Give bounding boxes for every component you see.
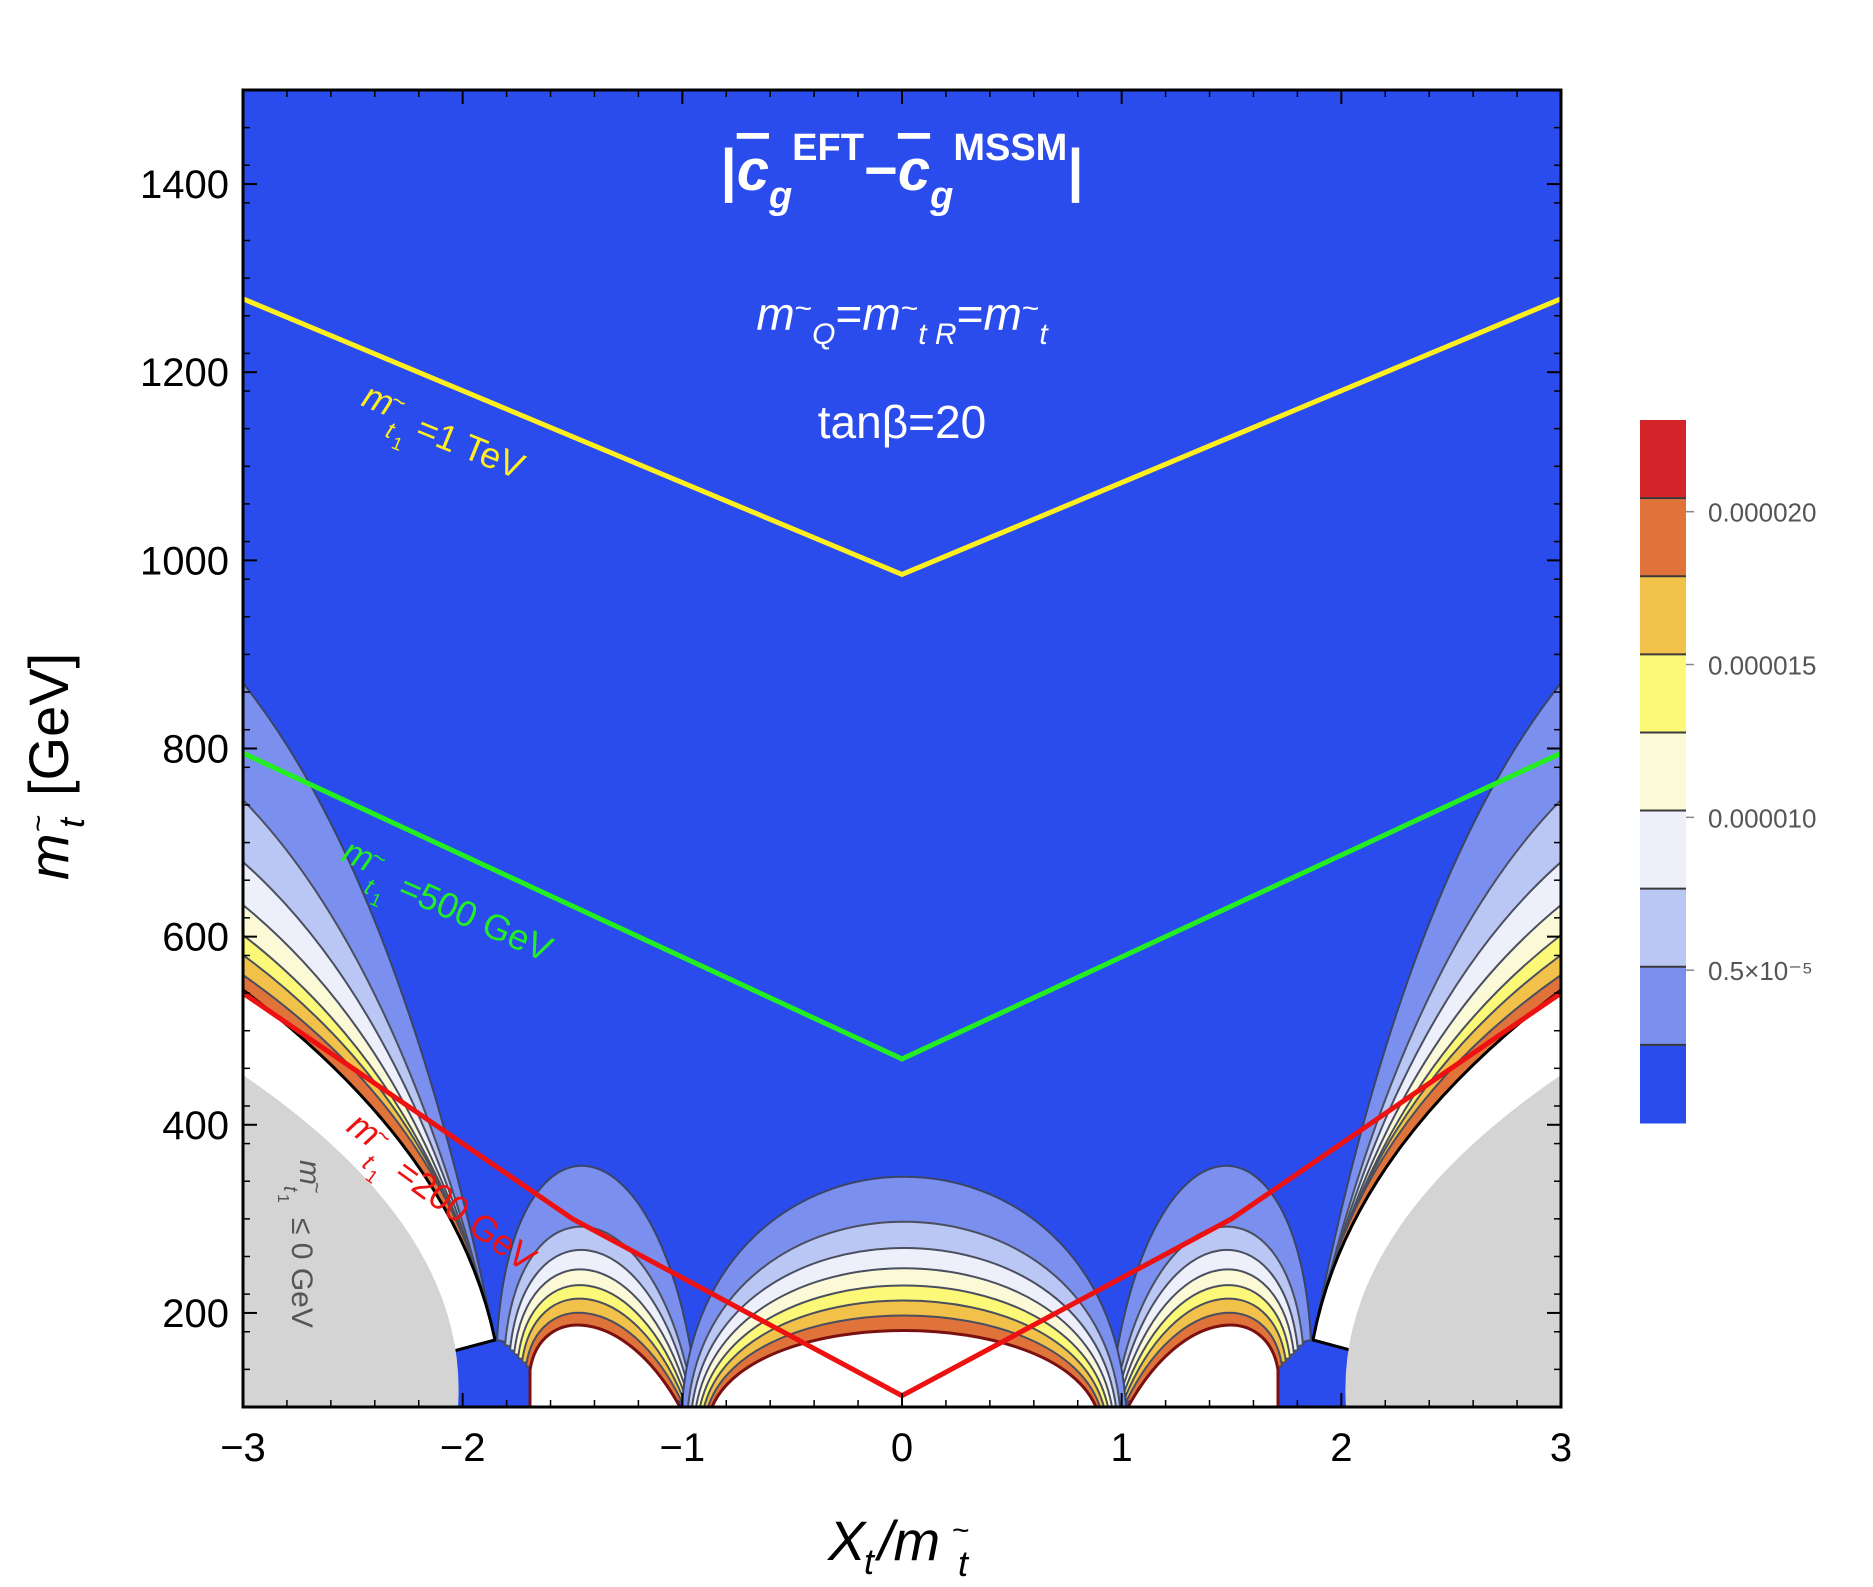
colorbar-tick-label: 0.000015	[1708, 651, 1816, 681]
x-tick-label: 3	[1550, 1426, 1572, 1470]
series-line-0	[243, 296, 1561, 578]
x-axis-title: X t /m ~ t	[826, 1509, 970, 1584]
svg-text:≤ 0 GeV: ≤ 0 GeV	[285, 1218, 318, 1328]
svg-text:m: m	[17, 833, 80, 880]
svg-text:~: ~	[22, 814, 55, 832]
chart-title: |cgEFT−cgMSSM|	[720, 127, 1083, 217]
colorbar-segment	[1640, 654, 1686, 733]
tan-beta-annotation: tanβ=20	[818, 396, 986, 448]
colorbar-tick-label: 0.000020	[1708, 498, 1816, 528]
colorbar: 0.5×10⁻⁵ 0.000010 0.000015 0.000020	[1640, 420, 1816, 1124]
x-tick-label: −2	[440, 1426, 486, 1470]
excluded-region-right	[1345, 1075, 1561, 1407]
svg-text:/m: /m	[874, 1509, 940, 1572]
y-tick-label: 600	[162, 916, 229, 960]
y-tick-label: 200	[162, 1292, 229, 1336]
svg-text:~: ~	[952, 1514, 970, 1547]
tick-layer: −3 −2 −1 0 1 2 3 200 400 600 800 1000 1200 1400	[140, 89, 1572, 1470]
contour-lobe-center	[680, 1175, 1128, 1407]
svg-text:t: t	[864, 1541, 876, 1582]
svg-text:m: m	[293, 1160, 326, 1185]
contour-lobe-left	[495, 1164, 699, 1407]
svg-text:X: X	[826, 1509, 868, 1572]
colorbar-segment	[1640, 732, 1686, 812]
y-tick-label: 800	[162, 728, 229, 772]
excluded-region-label: m ~ t 1 ≤ 0 GeV	[274, 1160, 327, 1328]
svg-text:[GeV]: [GeV]	[17, 653, 80, 796]
colorbar-tick-label: 0.000010	[1708, 803, 1816, 833]
svg-text:~: ~	[305, 1182, 327, 1194]
series-line-1	[243, 750, 1561, 1062]
svg-text:1: 1	[274, 1194, 291, 1203]
y-tick-label: 400	[162, 1104, 229, 1148]
x-tick-label: 1	[1111, 1426, 1133, 1470]
colorbar-segment	[1640, 888, 1686, 968]
svg-text:t: t	[958, 1543, 970, 1584]
x-tick-label: −3	[220, 1426, 266, 1470]
mass-condition-annotation: m~Q=m~t R=m~t	[756, 288, 1049, 351]
y-tick-label: 1200	[140, 351, 229, 395]
colorbar-segment	[1640, 966, 1686, 1046]
colorbar-segment	[1640, 810, 1686, 890]
y-tick-label: 1400	[140, 163, 229, 207]
y-axis-title: m ~ t [GeV]	[17, 653, 92, 880]
colorbar-segment	[1640, 1044, 1686, 1124]
excluded-region-left	[243, 1075, 459, 1407]
y-tick-label: 1000	[140, 539, 229, 583]
svg-text:t: t	[51, 816, 92, 828]
x-tick-label: −1	[660, 1426, 706, 1470]
colorbar-segment	[1640, 576, 1686, 655]
colorbar-tick-label: 0.5×10⁻⁵	[1708, 956, 1813, 986]
contour-layer	[243, 681, 1561, 1407]
svg-text:t: t	[279, 1186, 301, 1193]
x-tick-label: 2	[1330, 1426, 1352, 1470]
colorbar-segment	[1640, 420, 1686, 499]
contour-lobe-right	[1109, 1164, 1313, 1407]
colorbar-segment	[1640, 498, 1686, 577]
x-tick-label: 0	[891, 1426, 913, 1470]
